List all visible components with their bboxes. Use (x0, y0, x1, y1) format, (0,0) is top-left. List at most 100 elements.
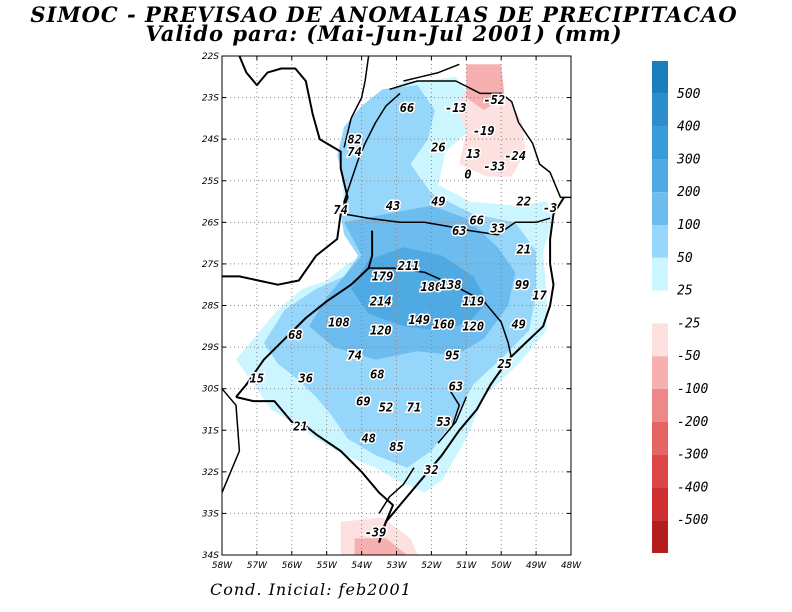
lon-tick-label: 50W (491, 561, 512, 571)
lat-tick-label: 28S (202, 302, 219, 312)
anomaly-value: 63 (452, 224, 466, 238)
anomaly-value: 25 (496, 357, 511, 371)
anomaly-value: 74 (347, 145, 361, 159)
anomaly-value: 43 (386, 199, 400, 213)
anomaly-value-halo: 138 (440, 278, 462, 292)
anomaly-value-halo: 66 (400, 101, 414, 115)
anomaly-value-halo: 85 (389, 440, 403, 454)
anomaly-value: 66 (400, 101, 414, 115)
anomaly-shading (236, 64, 554, 555)
anomaly-value-halo: 25 (496, 357, 511, 371)
lon-tick-label: 57W (247, 561, 268, 571)
uruguay-river (221, 388, 241, 493)
anomaly-value-halo: 120 (462, 319, 484, 333)
anomaly-value-halo: 68 (370, 367, 384, 381)
anomaly-value: 53 (436, 415, 450, 429)
colorbar-swatch (652, 389, 668, 422)
anomaly-value: -39 (365, 525, 387, 539)
lagoon-coast (437, 388, 467, 444)
anomaly-value-halo: 13 (466, 147, 480, 161)
argentina-border (235, 267, 370, 398)
anomaly-value: 26 (430, 141, 445, 155)
state-border (368, 267, 513, 360)
anomaly-value-halo: 211 (397, 259, 420, 273)
anomaly-value: 63 (449, 380, 463, 394)
anomaly-value-halo: 15 (250, 371, 264, 385)
anomaly-value: 71 (407, 401, 421, 415)
anomaly-value-halo: 120 (370, 324, 392, 338)
anomaly-value-halo: -33 (483, 159, 505, 173)
anomaly-value: 99 (515, 278, 529, 292)
anomaly-value: 15 (250, 371, 264, 385)
anomaly-value: 120 (462, 319, 484, 333)
anomaly-value-halo: 66 (470, 213, 484, 227)
anomaly-value: 120 (370, 324, 392, 338)
lon-tick-label: 55W (317, 561, 338, 571)
anomaly-value: -3 (543, 201, 557, 215)
anomaly-value: 17 (532, 288, 547, 302)
colorbar-swatch (652, 126, 668, 160)
colorbar-label: -500 (677, 513, 708, 528)
anomaly-value: -24 (504, 149, 526, 163)
anomaly-value-halo: 26 (430, 141, 445, 155)
colorbar-swatch (652, 159, 668, 193)
anomaly-value: 21 (292, 419, 307, 433)
anomaly-value-halo: 99 (515, 278, 529, 292)
anomaly-value: -52 (483, 93, 505, 107)
political-borders (221, 55, 571, 543)
shade-neg-50 (466, 64, 505, 111)
lon-tick-label: 52W (421, 561, 442, 571)
lagoon-coast (378, 467, 415, 514)
anomaly-value-halo: 179 (372, 270, 394, 284)
anomaly-value-halo: 119 (462, 295, 484, 309)
anomaly-value-halo: 214 (369, 295, 392, 309)
lat-tick-label: 27S (202, 260, 219, 270)
colorbar-label: 200 (677, 185, 701, 200)
anomaly-value: 149 (408, 313, 430, 327)
anomaly-value-halo: 74 (347, 349, 361, 363)
colorbar-swatch (652, 192, 668, 225)
anomaly-value-halo: 53 (436, 415, 450, 429)
anomaly-value: 49 (431, 195, 445, 209)
anomaly-value-halo: 17 (532, 288, 547, 302)
colorbar-label: -300 (677, 448, 708, 463)
anomaly-value: -13 (445, 101, 467, 115)
state-border (389, 80, 571, 199)
anomaly-value: 179 (372, 270, 394, 284)
colorbar-label: 400 (677, 120, 701, 135)
river (403, 63, 460, 82)
colorbar-swatch (652, 520, 668, 553)
anomaly-value-halo: 22 (516, 195, 531, 209)
colorbar-swatch (652, 290, 668, 324)
anomaly-value: 108 (328, 315, 350, 329)
map-subtitle: Valido para: (Mai-Jun-Jul 2001) (mm) (145, 21, 623, 46)
colorbar-swatch (652, 93, 668, 127)
lon-tick-label: 48W (561, 561, 582, 571)
anomaly-value: 68 (370, 367, 384, 381)
anomaly-value: 52 (379, 401, 393, 415)
anomaly-value-halo: 36 (298, 371, 313, 385)
coastline (378, 196, 565, 543)
anomaly-value: 69 (356, 394, 370, 408)
anomaly-value-halo: 48 (361, 432, 375, 446)
anomaly-value-halo: 21 (292, 419, 307, 433)
colorbar-label: 500 (677, 87, 701, 102)
anomaly-value: 33 (489, 222, 504, 236)
anomaly-value: 68 (288, 328, 302, 342)
anomaly-value-halo: 63 (449, 380, 463, 394)
anomaly-value-halo: 33 (489, 222, 504, 236)
anomaly-value-halo: -24 (504, 149, 526, 163)
anomaly-value: 36 (298, 371, 313, 385)
argentina-border (367, 230, 374, 269)
colorbar-swatch (652, 61, 668, 94)
lon-tick-label: 53W (386, 561, 407, 571)
lon-tick-label: 51W (456, 561, 477, 571)
anomaly-value-halo: -19 (473, 124, 495, 138)
anomaly-value-halo: 49 (431, 195, 445, 209)
anomaly-value: 211 (397, 259, 420, 273)
map-title: SIMOC - PREVISAO DE ANOMALIAS DE PRECIPI… (30, 2, 738, 27)
axis-ticks: 22S23S24S25S26S27S28S29S30S31S32S33S34S5… (202, 52, 582, 571)
anomaly-value-halo: 43 (386, 199, 400, 213)
